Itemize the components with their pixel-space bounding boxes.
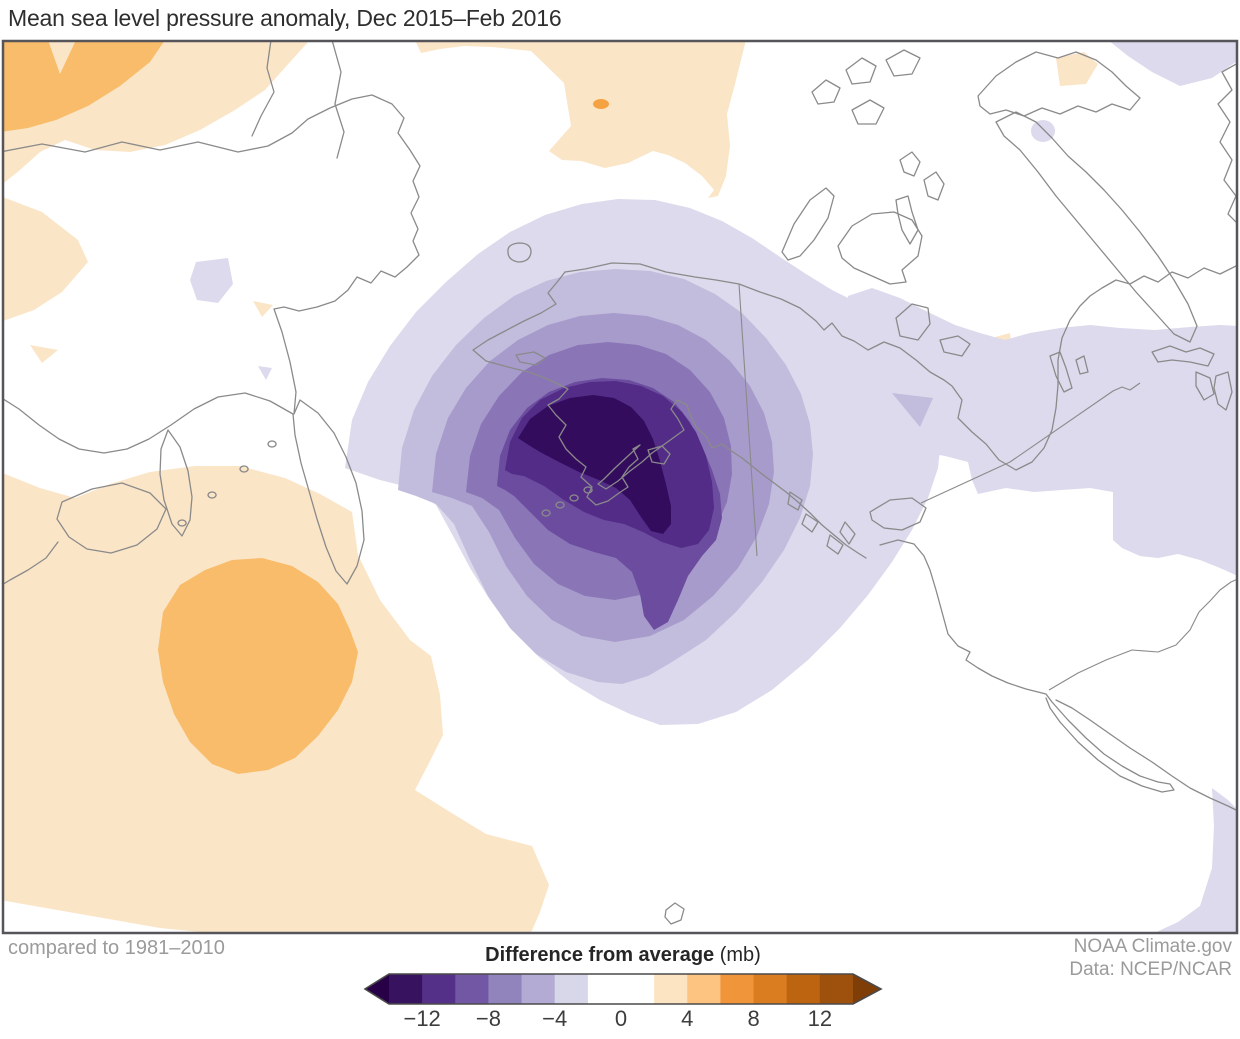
colorbar-block — [720, 974, 755, 1004]
credits: NOAA Climate.gov Data: NCEP/NCAR — [1069, 935, 1232, 981]
colorbar-tick-label: −12 — [403, 1006, 441, 1031]
colorbar-tick-label: 4 — [681, 1006, 694, 1031]
map-frame — [1, 39, 1239, 935]
colorbar — [361, 972, 885, 1008]
colorbar-block — [455, 974, 490, 1004]
colorbar-right-arrow — [853, 974, 881, 1004]
colorbar-outline — [363, 973, 883, 1005]
colorbar-block — [488, 974, 523, 1004]
negative-anomaly-fills — [190, 41, 1237, 933]
coastlines — [3, 41, 1237, 925]
page-title: Mean sea level pressure anomaly, Dec 201… — [8, 5, 562, 31]
positive-anomaly-fills — [3, 41, 1098, 933]
colorbar-block — [587, 974, 622, 1004]
colorbar-block — [786, 974, 821, 1004]
colorbar-block — [687, 974, 722, 1004]
credit-source: Data: NCEP/NCAR — [1069, 959, 1232, 980]
credit-site: NOAA Climate.gov — [1073, 936, 1232, 957]
colorbar-tick-label: −4 — [542, 1006, 568, 1031]
colorbar-tick-label: 12 — [807, 1006, 833, 1031]
colorbar-tick-label: 0 — [614, 1006, 628, 1031]
legend-title-unit: (mb) — [714, 944, 761, 966]
legend-title: Difference from average (mb) — [361, 944, 885, 967]
colorbar-block — [654, 974, 688, 1004]
colorbar-tick-labels: −12 −8 −4 0 4 8 12 — [361, 1006, 885, 1036]
colorbar-left-arrow — [365, 974, 389, 1004]
legend-title-text: Difference from average — [485, 944, 715, 966]
colorbar-svg — [363, 973, 883, 1005]
political-borders — [738, 283, 1237, 691]
colorbar-block — [521, 974, 556, 1004]
baseline-note: compared to 1981–2010 — [8, 937, 225, 959]
colorbar-block — [422, 974, 456, 1004]
colorbar-block — [554, 974, 589, 1004]
colorbar-block — [621, 974, 655, 1004]
colorbar-block — [819, 974, 854, 1004]
colorbar-block — [753, 974, 788, 1004]
colorbar-block — [389, 974, 423, 1004]
colorbar-tick-label: 8 — [747, 1006, 760, 1031]
colorbar-tick-label: −8 — [475, 1006, 501, 1031]
